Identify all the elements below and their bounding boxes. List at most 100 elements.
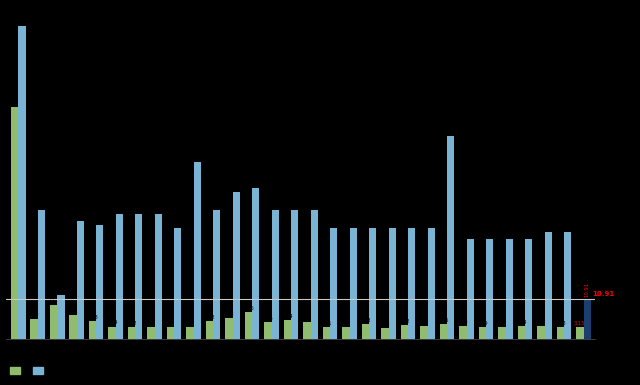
Bar [440,324,447,339]
Bar [135,214,143,339]
Text: 3.93: 3.93 [360,318,371,323]
Bar [155,214,162,339]
Text: 48: 48 [195,154,200,161]
Bar [362,324,369,339]
Bar [252,188,259,339]
Text: 34: 34 [116,205,122,212]
Text: 3.22: 3.22 [340,321,351,326]
Text: 34: 34 [156,205,161,212]
Text: 30: 30 [332,220,336,227]
Text: 7.26: 7.26 [243,306,254,311]
Text: 3.44: 3.44 [515,320,527,325]
Bar [291,210,298,339]
Text: 3.72: 3.72 [399,319,410,324]
Text: 29: 29 [546,224,550,230]
Bar [38,210,45,339]
Text: 35: 35 [273,202,278,208]
Text: 5.04: 5.04 [282,314,293,319]
Bar [369,228,376,339]
Bar [498,327,506,339]
Bar [213,210,220,339]
Text: 3.11: 3.11 [321,321,332,326]
Text: 4.88: 4.88 [86,315,99,320]
Text: 40: 40 [234,183,239,190]
Bar [147,327,155,339]
Bar [116,214,123,339]
Bar [205,321,213,339]
Text: 30: 30 [351,220,356,227]
Bar [186,327,193,339]
Bar [420,326,428,339]
Text: 3.36: 3.36 [535,320,547,325]
Text: 3.29: 3.29 [477,321,488,326]
Text: 34: 34 [136,205,141,212]
Text: 27: 27 [468,231,473,238]
Text: 30: 30 [409,220,414,227]
Bar [447,136,454,339]
Text: 35: 35 [312,202,317,208]
Text: 3.49: 3.49 [457,320,468,325]
Text: 4.56: 4.56 [262,316,274,321]
Text: 30: 30 [429,220,434,227]
Bar [127,327,135,339]
Bar [518,326,525,339]
Text: 29: 29 [565,224,570,230]
Text: 35: 35 [214,202,220,208]
Bar [69,315,77,339]
Text: 3.21: 3.21 [145,321,157,326]
Text: 3.2: 3.2 [186,321,194,326]
Text: 27: 27 [526,231,531,238]
Bar [388,228,396,339]
Text: 55: 55 [448,128,453,135]
Text: 35: 35 [292,202,297,208]
Bar [77,221,84,339]
Bar [89,321,96,339]
Text: 3.34: 3.34 [106,320,118,325]
Text: 35: 35 [39,202,44,208]
Legend: , : , [6,363,53,378]
Bar [525,239,532,339]
Bar [232,192,240,339]
Text: 3.15: 3.15 [574,321,586,326]
Text: 30: 30 [390,220,395,227]
Bar [576,327,584,339]
Bar [18,26,26,339]
Bar [323,327,330,339]
Text: 3.95: 3.95 [438,318,449,323]
Bar [96,225,104,339]
Text: 3.2: 3.2 [166,321,175,326]
Text: 3.18: 3.18 [554,321,566,326]
Bar [264,322,271,339]
Text: 3.22: 3.22 [125,321,137,326]
Text: 27: 27 [487,231,492,238]
Bar [486,239,493,339]
Bar [330,228,337,339]
Bar [193,162,201,339]
Text: 31: 31 [97,216,102,223]
Text: 4.7: 4.7 [303,315,311,320]
Text: 5.63: 5.63 [223,312,235,317]
Text: 41: 41 [253,179,259,186]
Bar [244,312,252,339]
Text: 3.2: 3.2 [498,321,506,326]
Bar [545,232,552,339]
Bar [310,210,318,339]
Bar [381,328,388,339]
Bar [349,228,357,339]
Text: 3.4: 3.4 [420,320,428,325]
Text: 12: 12 [58,286,63,293]
Text: 27: 27 [507,231,512,238]
Text: 32: 32 [78,213,83,219]
Bar [564,232,572,339]
Text: 85: 85 [19,17,24,24]
Text: 10.91: 10.91 [585,282,589,297]
Bar [342,327,349,339]
Bar [428,228,435,339]
Bar [11,107,18,339]
Bar [401,325,408,339]
Bar [479,327,486,339]
Bar [30,319,38,339]
Bar [225,318,232,339]
Text: 30: 30 [175,220,180,227]
Text: 10.91: 10.91 [592,291,614,297]
